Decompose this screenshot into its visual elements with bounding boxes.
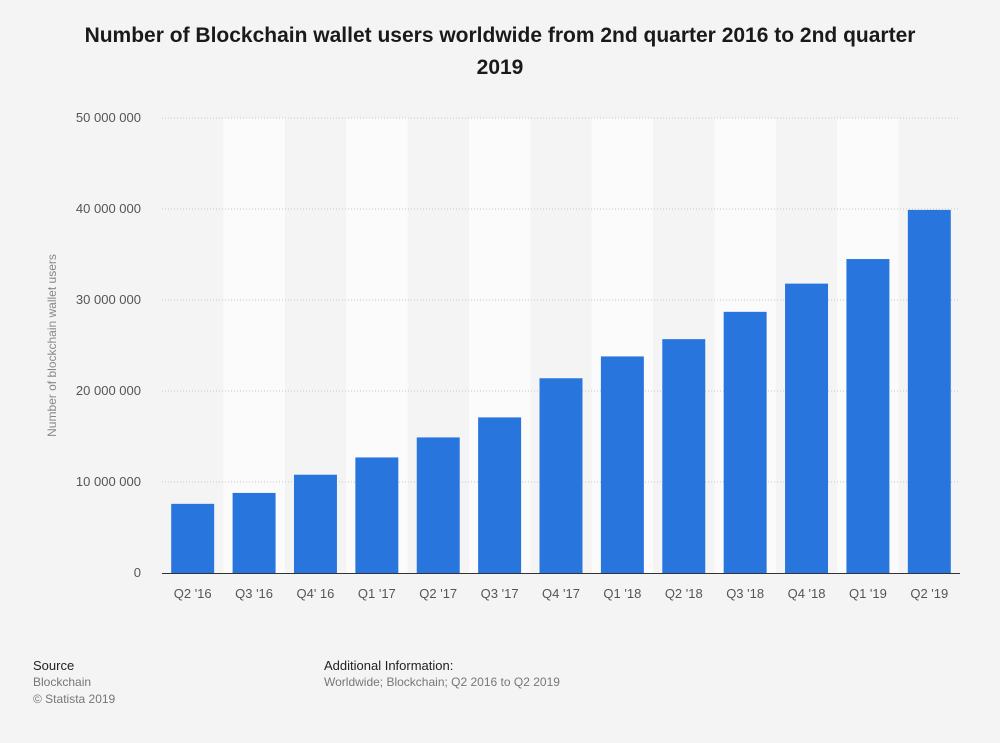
source-name[interactable]: Blockchain [33, 675, 92, 689]
bar[interactable] [846, 259, 890, 573]
bar[interactable] [539, 378, 583, 573]
x-tick-label: Q2 '16 [174, 586, 212, 601]
bar[interactable] [293, 474, 337, 573]
x-tick-label: Q1 '19 [849, 586, 887, 601]
x-tick-label: Q2 '17 [419, 586, 457, 601]
copyright-text[interactable]: © Statista 2019 [33, 692, 116, 706]
x-tick-label: Q1 '17 [358, 586, 396, 601]
x-tick-label: Q4' 16 [297, 586, 335, 601]
x-tick-labels: Q2 '16 Q3 '16 Q4' 16 Q1 '17 Q2 '17 Q3 '17 Q4 '… [174, 586, 949, 601]
x-tick-label: Q4 '17 [542, 586, 580, 601]
source-block: Source Blockchain © Statista 2019 [33, 657, 115, 708]
y-tick-labels: 0 10 000 000 20 000 000 30 000 000 40 000 00… [76, 110, 141, 580]
bar[interactable] [785, 283, 829, 573]
y-tick-label: 10 000 000 [76, 474, 141, 489]
additional-info-heading: Additional Information: [324, 658, 454, 673]
bar[interactable] [478, 417, 522, 573]
y-tick-label: 30 000 000 [76, 292, 141, 307]
x-tick-label: Q3 '17 [481, 586, 519, 601]
x-tick-label: Q2 '18 [665, 586, 703, 601]
additional-info-text: Worldwide; Blockchain; Q2 2016 to Q2 201… [324, 675, 560, 689]
bar[interactable] [355, 457, 399, 573]
additional-info-block: Additional Information: Worldwide; Block… [324, 657, 560, 691]
x-tick-label: Q4 '18 [788, 586, 826, 601]
bar[interactable] [723, 311, 767, 573]
x-tick-label: Q2 '19 [910, 586, 948, 601]
bar[interactable] [171, 503, 215, 573]
x-tick-label: Q1 '18 [603, 586, 641, 601]
x-tick-label: Q3 '18 [726, 586, 764, 601]
bars [171, 209, 951, 573]
bar[interactable] [416, 437, 460, 573]
bar[interactable] [232, 492, 276, 573]
y-tick-label: 0 [134, 565, 141, 580]
bar[interactable] [907, 209, 951, 573]
y-axis-label: Number of blockchain wallet users [45, 254, 59, 437]
source-heading: Source [33, 658, 75, 673]
y-tick-label: 50 000 000 [76, 110, 141, 125]
bar[interactable] [662, 339, 706, 573]
bar[interactable] [600, 356, 644, 573]
y-tick-label: 40 000 000 [76, 201, 141, 216]
chart-title: Number of Blockchain wallet users worldw… [84, 24, 916, 79]
y-tick-label: 20 000 000 [76, 383, 141, 398]
x-tick-label: Q3 '16 [235, 586, 273, 601]
